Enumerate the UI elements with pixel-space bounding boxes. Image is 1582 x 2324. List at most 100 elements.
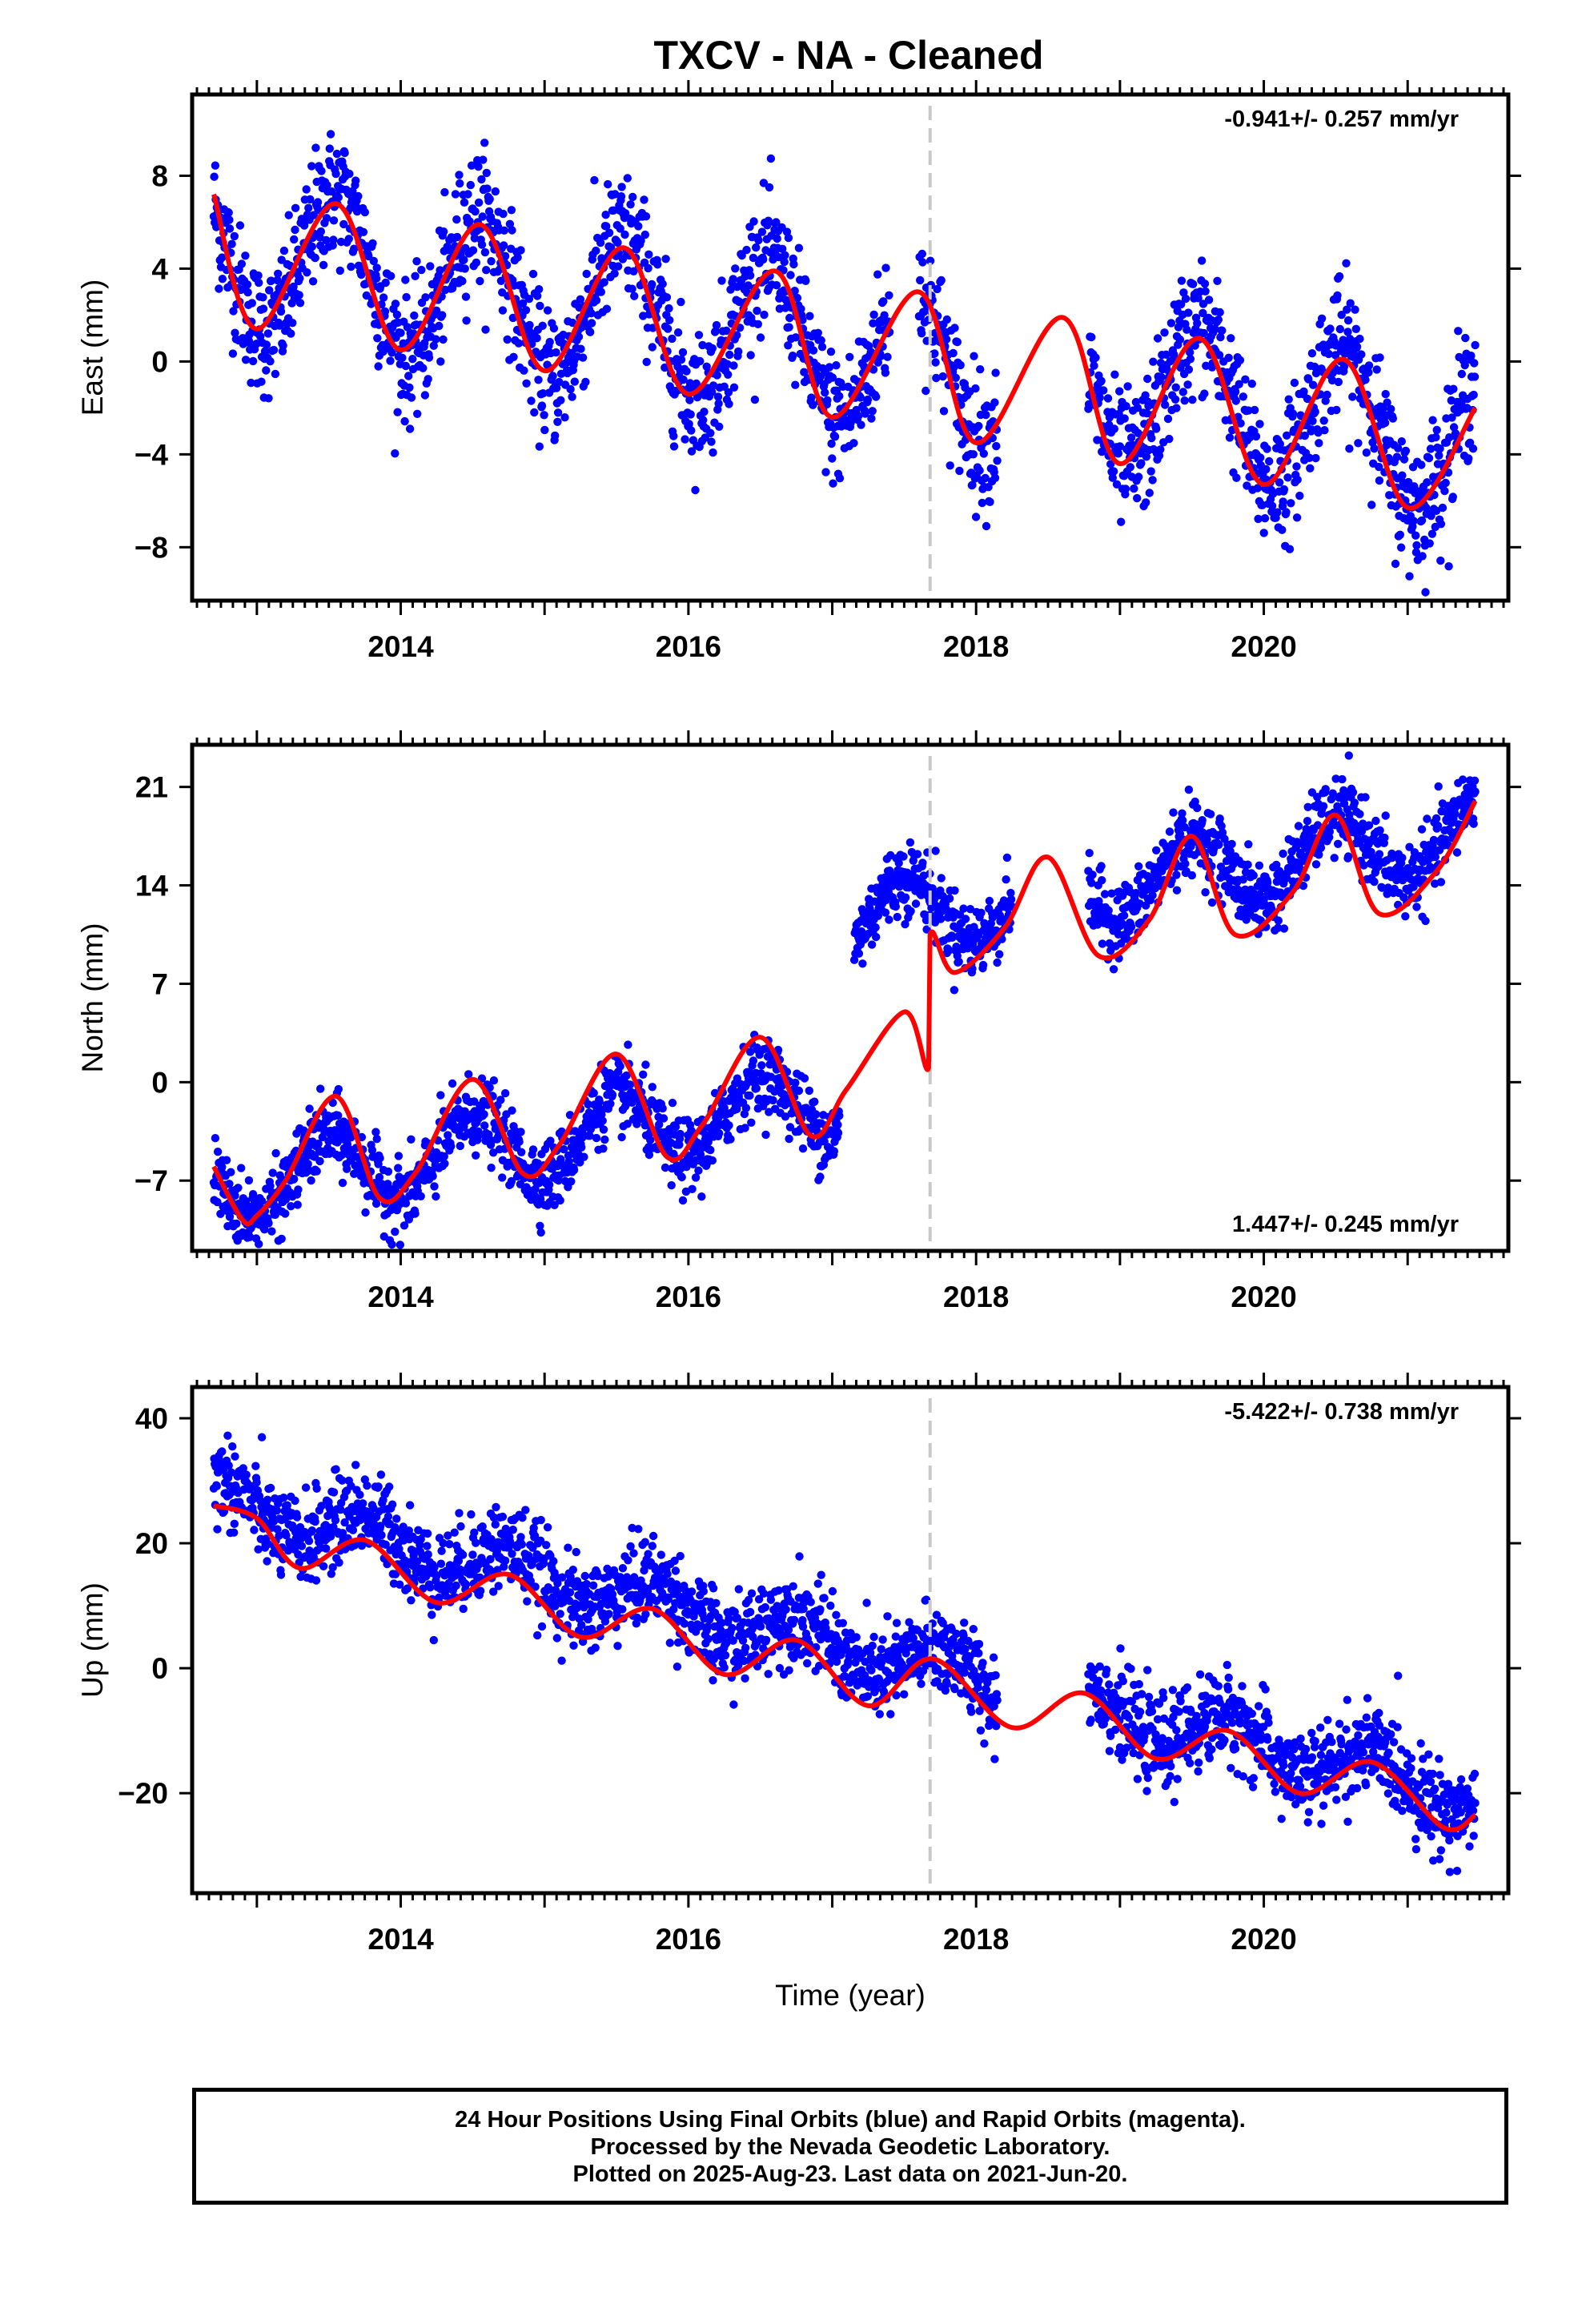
data-point xyxy=(696,356,705,366)
data-point xyxy=(735,297,744,307)
data-point xyxy=(211,161,220,170)
data-point xyxy=(560,413,569,422)
data-point xyxy=(289,282,298,292)
data-point xyxy=(833,1120,842,1129)
data-point xyxy=(480,1121,489,1130)
data-point xyxy=(339,219,348,229)
data-point xyxy=(798,1144,808,1153)
data-point xyxy=(685,396,694,404)
data-point xyxy=(1387,404,1395,413)
data-point xyxy=(644,250,653,259)
data-point xyxy=(1165,827,1174,836)
data-point xyxy=(789,259,798,269)
data-point xyxy=(225,1212,235,1221)
data-point xyxy=(1171,383,1180,392)
data-point xyxy=(975,466,984,475)
data-point xyxy=(781,251,789,259)
data-point xyxy=(528,269,538,279)
data-point xyxy=(1211,324,1219,333)
data-point xyxy=(212,1482,221,1490)
data-point xyxy=(456,179,464,188)
data-point xyxy=(1172,870,1181,879)
data-point xyxy=(405,383,414,392)
data-point xyxy=(1427,529,1437,538)
data-point xyxy=(713,371,721,380)
data-point xyxy=(1246,433,1255,442)
data-point xyxy=(576,295,585,304)
data-point xyxy=(1160,328,1169,337)
data-point xyxy=(1381,811,1390,820)
data-point xyxy=(466,180,475,190)
data-point xyxy=(218,253,227,262)
data-point xyxy=(1181,294,1191,304)
data-point xyxy=(407,393,416,402)
data-point xyxy=(499,209,508,219)
data-point xyxy=(1417,825,1427,834)
data-point xyxy=(990,398,999,407)
data-point xyxy=(1315,439,1323,448)
data-point xyxy=(287,329,295,338)
data-point xyxy=(392,310,402,320)
y-tick-label: 0 xyxy=(151,345,168,378)
data-point xyxy=(254,271,263,280)
data-point xyxy=(687,426,696,435)
data-point xyxy=(515,1137,524,1146)
data-point xyxy=(1152,846,1161,855)
data-point xyxy=(1201,888,1210,897)
data-point xyxy=(317,167,326,175)
data-point xyxy=(1193,803,1202,813)
data-point xyxy=(729,361,738,370)
data-point xyxy=(228,349,238,358)
data-point xyxy=(1410,482,1419,491)
data-point xyxy=(1458,775,1468,784)
data-point xyxy=(617,183,626,191)
data-point xyxy=(398,353,407,362)
data-point xyxy=(785,323,793,332)
data-point xyxy=(1449,384,1458,393)
data-point xyxy=(1314,428,1323,437)
data-point xyxy=(1467,352,1476,360)
data-point xyxy=(465,217,474,226)
data-point xyxy=(872,932,881,942)
data-point xyxy=(1457,369,1467,379)
data-point xyxy=(706,1145,715,1155)
data-point xyxy=(873,358,883,367)
data-point xyxy=(334,1111,343,1120)
data-point xyxy=(1434,782,1443,791)
x-tick-label: 2020 xyxy=(1231,630,1296,663)
data-point xyxy=(227,239,236,248)
data-point xyxy=(1126,463,1135,472)
data-point xyxy=(307,162,316,171)
data-point xyxy=(538,321,547,330)
data-point xyxy=(1435,451,1443,460)
data-point xyxy=(881,908,890,917)
data-point xyxy=(1361,376,1370,384)
data-point xyxy=(460,198,469,207)
data-point xyxy=(1288,409,1298,418)
data-point xyxy=(1290,378,1299,388)
data-point xyxy=(1247,380,1257,388)
data-point xyxy=(218,275,227,283)
data-point xyxy=(448,1079,457,1088)
data-point xyxy=(1087,332,1096,342)
data-point xyxy=(1279,485,1289,494)
data-point xyxy=(905,838,915,847)
data-point xyxy=(576,344,585,353)
data-point xyxy=(1184,308,1193,317)
data-point xyxy=(1109,965,1118,974)
data-point xyxy=(821,388,829,397)
data-point xyxy=(1351,324,1361,333)
data-point xyxy=(570,377,579,386)
data-point xyxy=(1285,545,1295,553)
data-point xyxy=(331,169,340,179)
data-point xyxy=(432,1192,440,1201)
data-point xyxy=(1375,850,1384,858)
data-point xyxy=(1319,802,1328,810)
data-point xyxy=(1293,475,1302,485)
data-point xyxy=(1461,333,1470,343)
data-point xyxy=(402,292,411,302)
data-point xyxy=(1198,815,1207,825)
data-point xyxy=(1091,353,1100,362)
data-point xyxy=(1134,862,1143,871)
data-point xyxy=(1200,389,1209,398)
